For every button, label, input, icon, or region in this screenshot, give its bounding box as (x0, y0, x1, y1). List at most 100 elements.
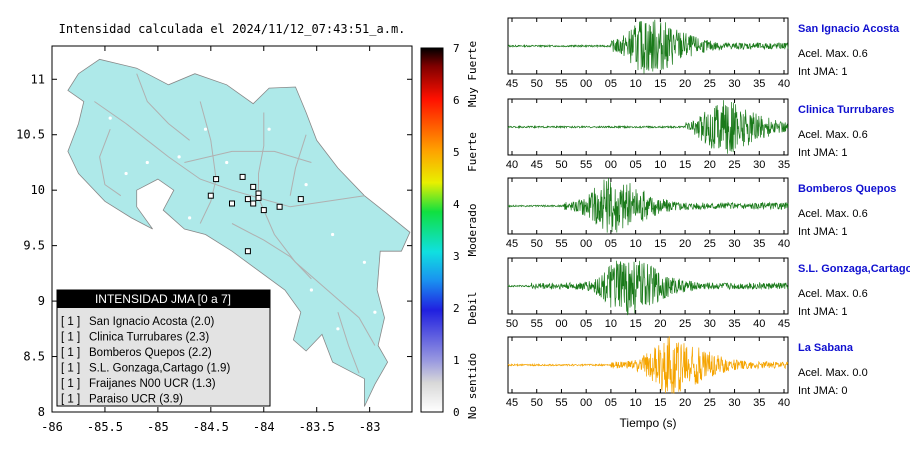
road-line (99, 129, 122, 197)
legend-item-label: San Ignacio Acosta (2.0) (89, 316, 214, 328)
road-line (184, 150, 312, 163)
legend-item-value: [ 1 ] (61, 332, 80, 344)
time-tick-label: 10 (630, 238, 642, 250)
time-tick-label: 20 (654, 318, 666, 330)
legend-item-value: [ 1 ] (61, 316, 80, 328)
time-tick-label: 20 (679, 78, 691, 90)
town-dot (225, 160, 229, 165)
time-tick-label: 50 (531, 78, 543, 90)
time-tick-label: 35 (728, 318, 740, 330)
station-marker (255, 194, 262, 201)
road-line (136, 73, 190, 141)
time-tick-label: 55 (555, 78, 567, 90)
road-line (231, 223, 312, 280)
time-tick-label: 55 (531, 318, 543, 330)
max-acceleration: Acel. Max. 0.6 (798, 48, 868, 60)
time-tick-label: 10 (630, 397, 642, 409)
time-tick-label: 50 (531, 397, 543, 409)
legend-item-label: Clinica Turrubares (2.3) (89, 332, 209, 344)
max-acceleration: Acel. Max. 0.6 (798, 129, 868, 141)
time-tick-label: 05 (630, 159, 642, 171)
time-tick-label: 10 (605, 318, 617, 330)
time-tick-label: 25 (704, 238, 716, 250)
seismogram-panel: 45 50 55 00 05 10 15 20 25 30 35 40 San Ignacio Acos… (506, 17, 910, 409)
station-name: Clinica Turrubares (798, 104, 894, 116)
legend-item-value: [ 1 ] (61, 363, 80, 375)
time-tick-label: 05 (580, 318, 592, 330)
town-dot (373, 310, 377, 314)
waveform-line (507, 260, 789, 316)
lon-tick-label: -83.5 (299, 420, 335, 434)
time-tick-label: 50 (555, 159, 567, 171)
time-tick-label: 20 (704, 159, 716, 171)
time-tick-label: 40 (753, 318, 765, 330)
town-dot (124, 171, 128, 176)
station-marker (276, 203, 283, 210)
time-tick-label: 25 (728, 159, 740, 171)
town-dot (331, 232, 335, 237)
lon-tick-label: -85.5 (87, 420, 123, 434)
road-network (94, 73, 377, 374)
time-tick-label: 30 (704, 318, 716, 330)
town-dot (145, 160, 149, 165)
waveform-line (507, 100, 789, 154)
seismogram-trace: 50 55 00 05 10 15 20 25 30 35 40 45 S.L. Gonzaga,Car… (506, 257, 910, 330)
map-title: Intensidad calculada el 2024/11/12_07:43… (59, 22, 406, 36)
time-tick-label: 35 (753, 78, 765, 90)
time-tick-label: 35 (778, 159, 790, 171)
land-polygon (67, 58, 411, 407)
seismogram-trace: 40 45 50 55 00 05 10 15 20 25 30 35 Clinica Turrubar… (506, 98, 894, 171)
time-tick-label: 15 (679, 159, 691, 171)
time-tick-label: 15 (654, 78, 666, 90)
station-name: La Sabana (798, 342, 854, 354)
time-tick-label: 50 (506, 318, 518, 330)
longitude-ticks: -86 -85.5 -85 -84.5 -84 -83.5 -83 (41, 46, 380, 434)
time-tick-label: 00 (580, 397, 592, 409)
max-acceleration: Acel. Max. 0.6 (798, 208, 868, 220)
time-tick-label: 00 (580, 238, 592, 250)
station-name: Bomberos Quepos (798, 183, 896, 195)
colorbar-tick-label: 0 (453, 406, 460, 419)
legend-item-label: Fraijanes N00 UCR (1.3) (89, 378, 216, 390)
colorbar-tick-label: 3 (453, 250, 460, 263)
road-line (289, 134, 307, 196)
colorbar-category-label: No sentido (466, 353, 479, 419)
time-tick-label: 05 (605, 397, 617, 409)
time-tick-label: 15 (654, 397, 666, 409)
time-tick-label: 50 (531, 238, 543, 250)
latitude-ticks: 11 10.5 10 9.5 9 8.5 8 (16, 72, 412, 419)
time-tick-label: 30 (728, 238, 740, 250)
colorbar-gradient (420, 47, 444, 413)
colorbar-tick-label: 2 (453, 302, 460, 315)
jma-intensity: Int JMA: 1 (798, 306, 848, 318)
map-panel: Intensidad calculada el 2024/11/12_07:43… (16, 22, 413, 434)
time-tick-label: 45 (531, 159, 543, 171)
station-name: S.L. Gonzaga,Cartago (798, 263, 910, 275)
seismogram-trace: 45 50 55 00 05 10 15 20 25 30 35 40 La Sabana Acel. M… (506, 336, 868, 409)
colorbar-category-label: Fuerte (466, 132, 479, 172)
town-dot (336, 327, 340, 331)
time-tick-label: 40 (778, 78, 790, 90)
lat-tick-label: 10 (31, 183, 45, 197)
road-line (258, 112, 265, 198)
intensity-colorbar: 0 1 2 3 4 5 6 7 No sentido Debil Moderado Fuerte Mu… (420, 41, 479, 419)
lon-tick-label: -84 (253, 420, 275, 434)
time-tick-label: 25 (704, 78, 716, 90)
time-tick-label: 00 (605, 159, 617, 171)
town-dot (267, 127, 271, 131)
station-marker (239, 173, 246, 180)
jma-intensity: Int JMA: 1 (798, 226, 848, 238)
town-dot (362, 260, 366, 264)
town-dot (188, 216, 192, 220)
road-line (337, 312, 360, 374)
town-dot (108, 116, 112, 120)
time-tick-label: 20 (679, 238, 691, 250)
colorbar-tick-label: 6 (453, 94, 460, 107)
time-tick-label: 15 (654, 238, 666, 250)
lat-tick-label: 11 (31, 72, 45, 86)
station-marker (244, 196, 251, 203)
time-tick-label: 55 (555, 238, 567, 250)
station-name: San Ignacio Acosta (798, 23, 900, 35)
town-dot (177, 155, 181, 159)
